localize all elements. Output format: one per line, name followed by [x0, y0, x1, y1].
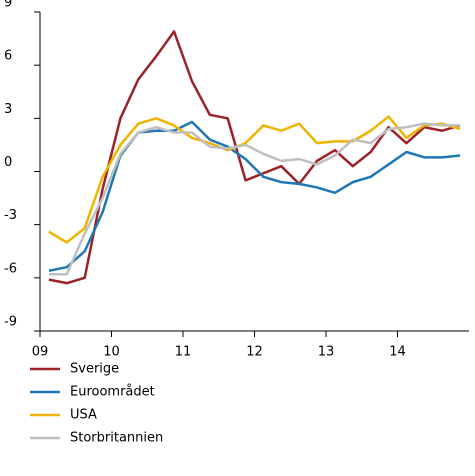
series-line — [48, 122, 461, 276]
legend-label: Euroområdet — [70, 385, 155, 400]
x-tick-label: 13 — [318, 345, 335, 360]
legend-label: USA — [70, 408, 97, 423]
x-tick-label: 12 — [246, 345, 263, 360]
legend-label: Storbritannien — [70, 431, 163, 446]
legend-label: Sverige — [70, 362, 119, 377]
y-tick-label: 0 — [4, 155, 12, 170]
y-tick-label: -9 — [4, 315, 17, 330]
x-tick-label: 10 — [103, 345, 120, 360]
y-tick-label: 6 — [4, 49, 12, 64]
x-tick-label: 09 — [32, 345, 49, 360]
series-line — [48, 115, 461, 244]
y-tick-label: -6 — [4, 261, 17, 276]
y-tick-label: -3 — [4, 208, 17, 223]
x-tick-label: 11 — [175, 345, 192, 360]
y-tick-label: 9 — [4, 0, 12, 11]
x-tick-label: 14 — [389, 345, 406, 360]
y-tick-label: 3 — [4, 102, 12, 117]
series-line — [48, 120, 461, 272]
